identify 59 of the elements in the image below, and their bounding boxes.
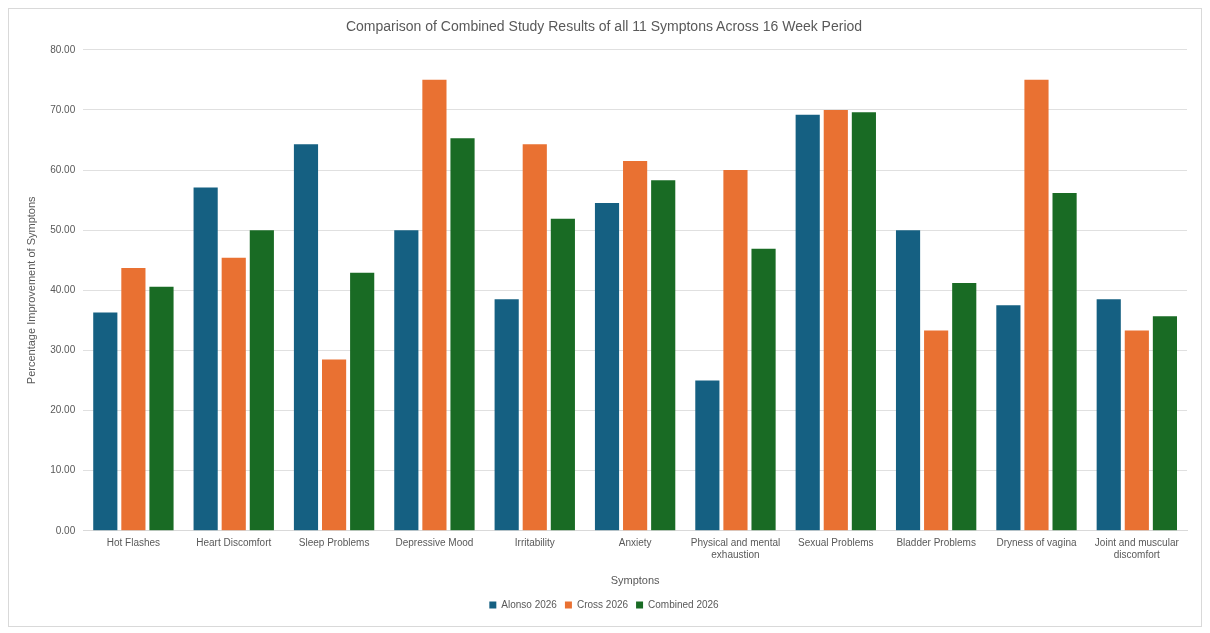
bar <box>193 187 218 531</box>
bar <box>322 359 347 531</box>
bar <box>952 283 977 531</box>
x-tick-label: Dryness of vagina <box>996 536 1077 548</box>
y-tick-label: 20.00 <box>50 404 76 416</box>
bar <box>823 109 848 531</box>
bar <box>550 218 575 531</box>
y-tick-label: 50.00 <box>50 223 76 235</box>
bar <box>350 272 375 531</box>
x-tick-label: Heart Discomfort <box>196 536 272 548</box>
x-tick-label: Hot Flashes <box>106 536 161 548</box>
bar <box>149 286 174 531</box>
x-tick-label: Anxiety <box>618 536 652 548</box>
x-axis-title: Symptons <box>610 574 661 587</box>
legend-label: Combined 2026 <box>648 598 720 610</box>
bar <box>293 144 319 531</box>
legend-label: Cross 2026 <box>576 598 629 610</box>
chart-title: Comparison of Combined Study Results of all 11 Symptons Across 16 Week Period <box>345 18 863 35</box>
x-tick-label: Depressive Mood <box>395 536 474 548</box>
x-tick-label: Bladder Problems <box>896 536 976 548</box>
legend-label: Alonso 2026 <box>501 598 558 610</box>
y-tick-label: 80.00 <box>50 43 76 55</box>
x-tick-label: Joint and muscular discomfort <box>1094 536 1180 560</box>
bar <box>494 299 519 531</box>
bar <box>695 380 720 531</box>
bar <box>422 79 447 531</box>
y-tick-label: 0.00 <box>55 524 76 536</box>
bar <box>996 305 1021 531</box>
bar <box>522 144 547 531</box>
bar <box>795 114 820 531</box>
bar <box>851 112 876 531</box>
bar <box>723 170 748 531</box>
bar <box>651 180 676 531</box>
bar <box>751 248 776 531</box>
y-tick-label: 60.00 <box>50 163 76 175</box>
x-tick-label: Sleep Problems <box>298 536 370 548</box>
bar <box>623 161 648 531</box>
bar <box>594 203 620 531</box>
bar <box>924 330 949 531</box>
bar <box>249 230 274 531</box>
x-tick-label: Sexual Problems <box>798 536 874 548</box>
x-tick-label: Physical and mental exhaustion <box>690 536 781 560</box>
bar <box>221 257 246 531</box>
bar <box>394 230 419 531</box>
bar <box>1124 330 1149 531</box>
y-tick-label: 30.00 <box>50 344 76 356</box>
y-axis-title: Percentage Improvement of Symptons <box>24 195 37 385</box>
bar <box>93 312 118 531</box>
y-tick-label: 70.00 <box>50 103 76 115</box>
bar <box>895 230 921 531</box>
y-tick-label: 40.00 <box>50 284 76 296</box>
bar <box>121 268 146 531</box>
bar <box>1096 299 1121 531</box>
bar <box>1152 316 1178 531</box>
bar <box>450 138 475 531</box>
bar <box>1052 192 1077 531</box>
y-tick-label: 10.00 <box>50 464 76 476</box>
x-tick-label: Irritability <box>514 536 555 548</box>
bar <box>1024 79 1049 531</box>
